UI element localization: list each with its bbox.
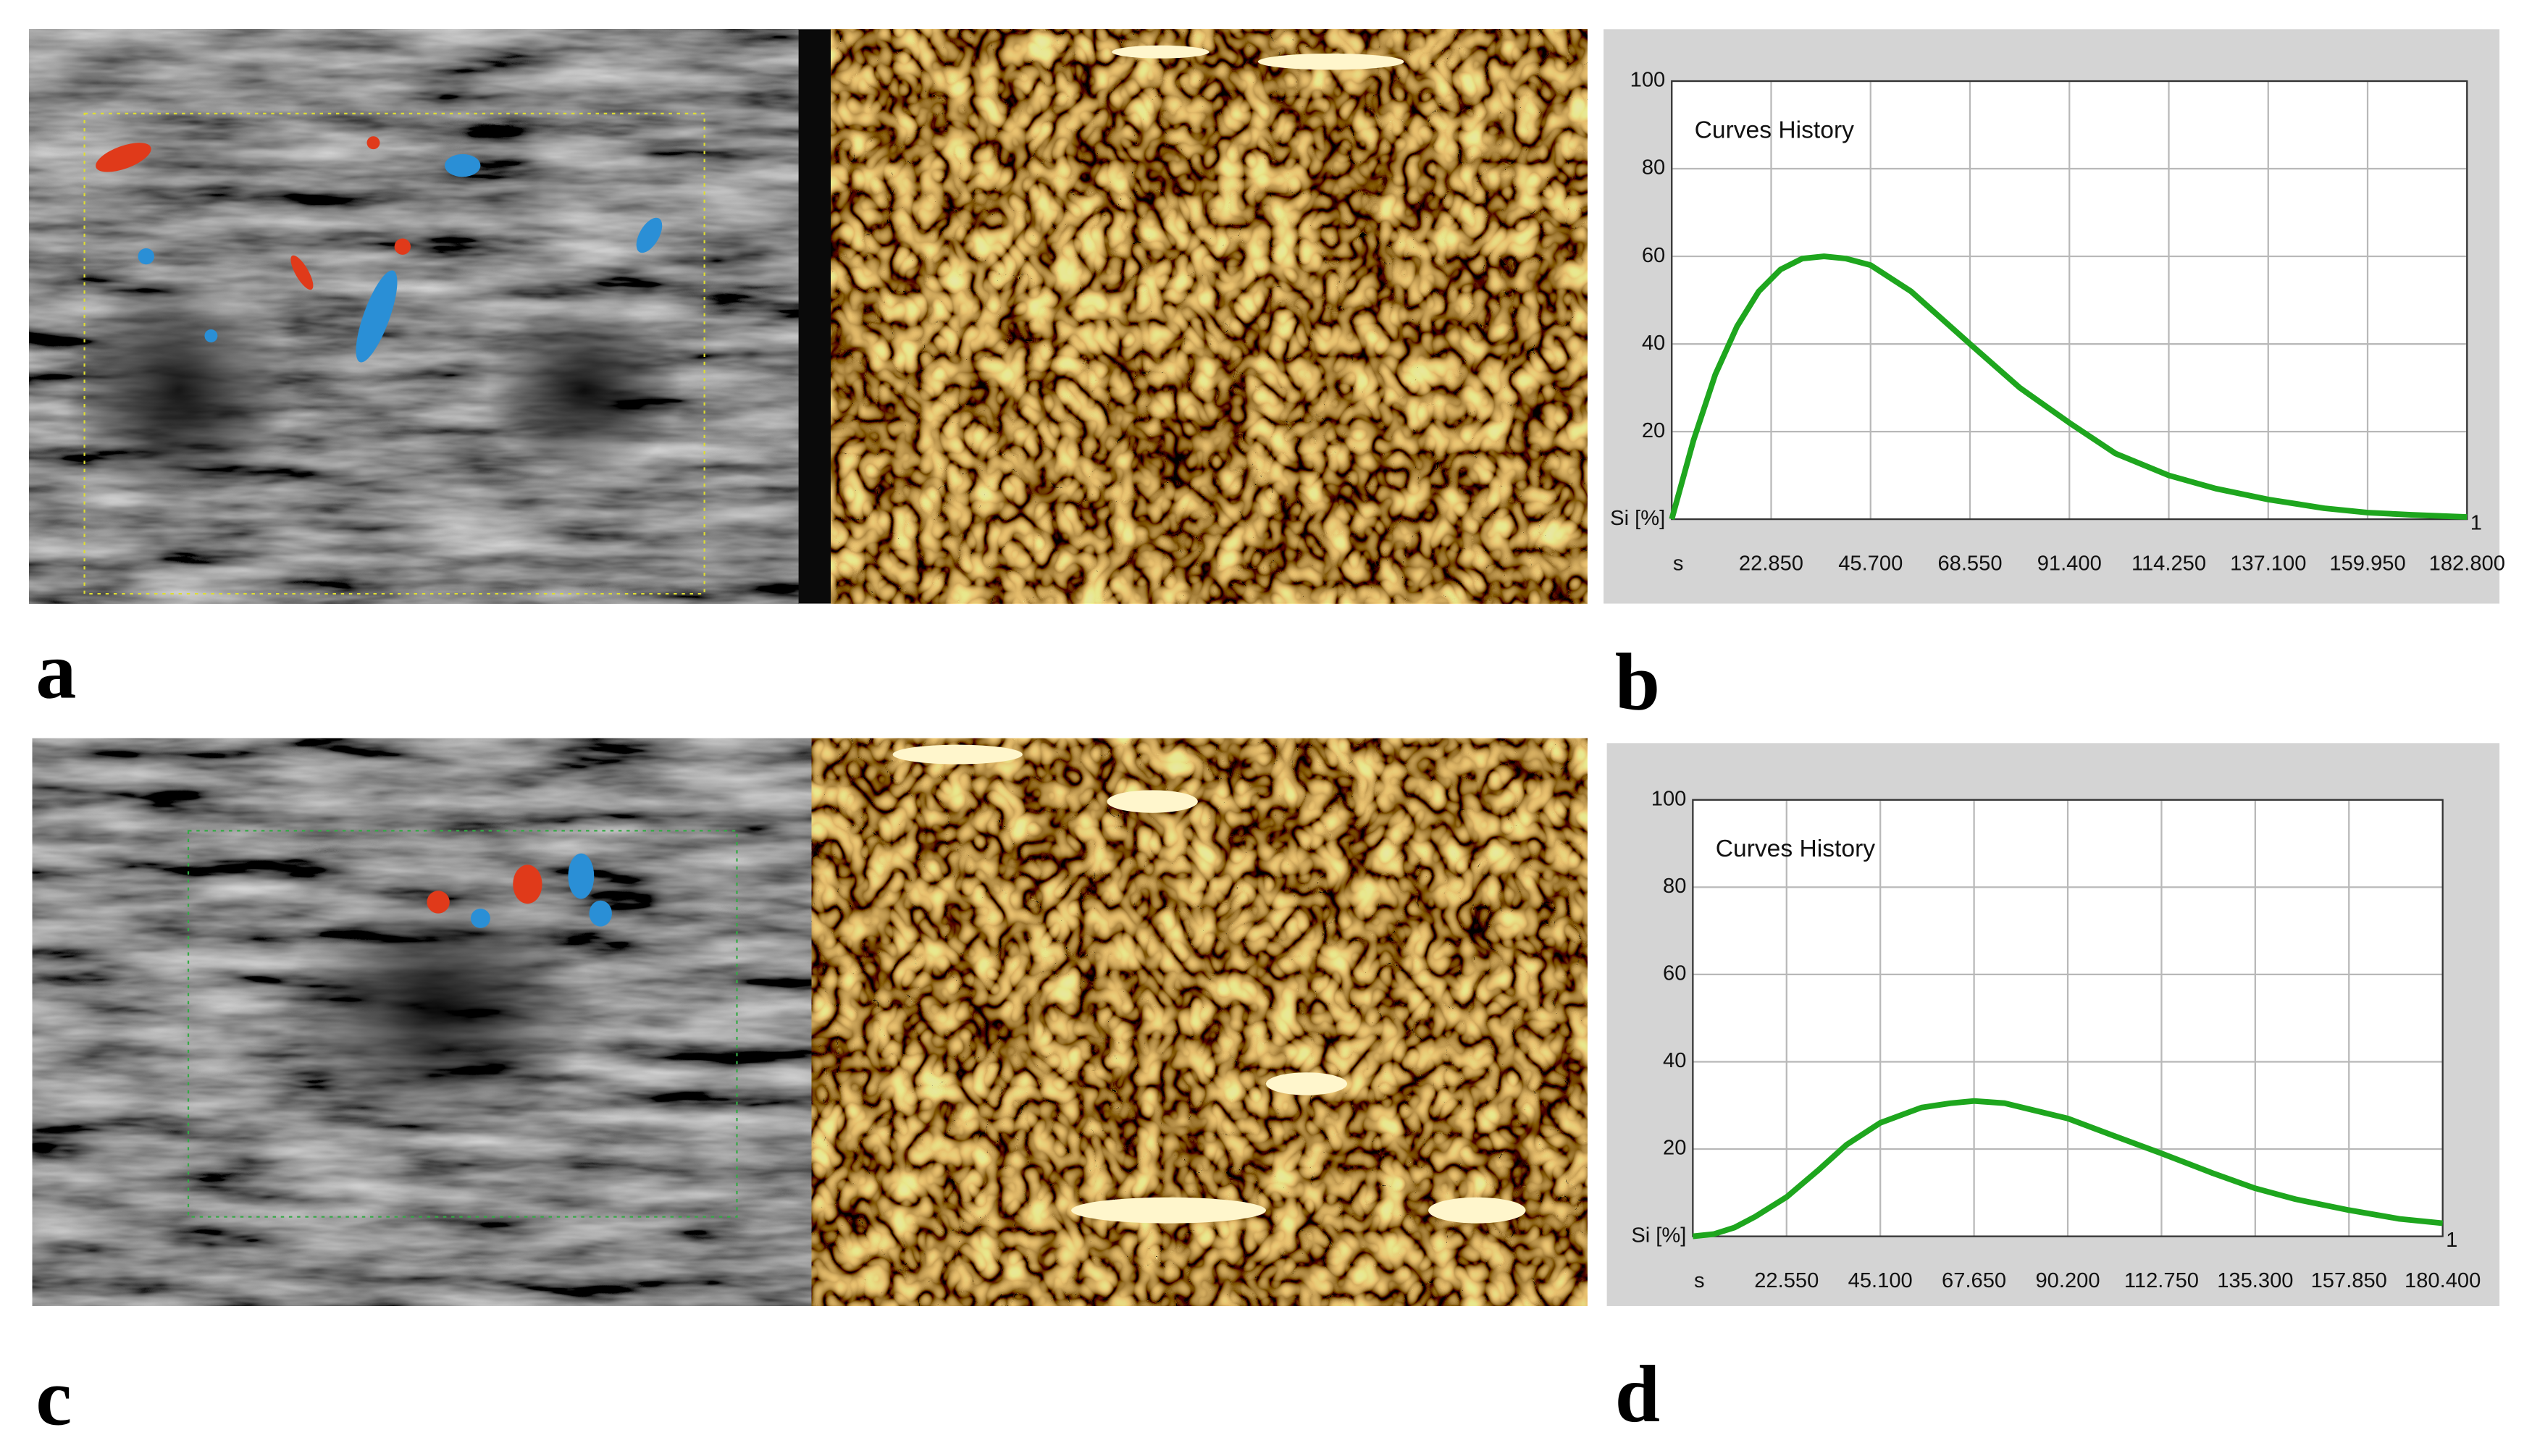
plot-frame [1692,799,2444,1237]
plot-frame [1671,80,2468,521]
x-tick-label: 112.750 [2124,1269,2199,1292]
x-tick-label: 45.700 [1838,552,1903,576]
curve [1692,1098,2444,1240]
y-tick-label: 60 [1642,244,1665,267]
x-tick-label: 135.300 [2217,1269,2293,1292]
panel-label: d [1615,1350,1660,1439]
x-tick-label: 91.400 [2037,552,2102,576]
x-tick-label: 22.850 [1739,552,1803,576]
x-tick-label: 114.250 [2131,552,2206,576]
y-tick-label: 40 [1663,1049,1686,1072]
panel-label: b [1615,637,1660,727]
x-tick-label: 137.100 [2230,552,2306,576]
x-tick-label: 157.850 [2311,1269,2387,1292]
x-tick-label: 45.100 [1848,1269,1913,1292]
y-tick-label: 40 [1642,332,1665,355]
end-label: 1 [2470,512,2482,535]
chart-title: Curves History [1695,117,1855,143]
x-tick-label: 159.950 [2329,552,2405,576]
y-tick-label: 80 [1642,156,1665,180]
y-tick-label: 100 [1630,69,1666,92]
x-tick-label: 68.550 [1937,552,2002,576]
panel-label: c [35,1353,72,1443]
ultrasound-a [29,29,1588,604]
x-tick-label: s [1673,552,1684,576]
ultrasound-c [32,738,1588,1306]
y-tick-label: Si [%] [1610,507,1665,530]
x-tick-label: 180.400 [2405,1269,2481,1292]
x-tick-label: s [1694,1269,1705,1292]
x-tick-label: 90.200 [2035,1269,2100,1292]
x-tick-label: 22.550 [1754,1269,1819,1292]
end-label: 1 [2446,1229,2457,1252]
y-tick-label: 20 [1642,419,1665,442]
y-tick-label: 20 [1663,1137,1686,1160]
y-tick-label: 100 [1651,787,1687,810]
x-tick-label: 67.650 [1942,1269,2006,1292]
y-tick-label: Si [%] [1631,1224,1686,1247]
curve [1669,253,2468,521]
chart-title: Curves History [1716,836,1876,862]
panel-label: a [35,626,76,716]
x-tick-label: 182.800 [2429,552,2505,576]
y-tick-label: 80 [1663,875,1686,898]
y-tick-label: 60 [1663,962,1686,985]
